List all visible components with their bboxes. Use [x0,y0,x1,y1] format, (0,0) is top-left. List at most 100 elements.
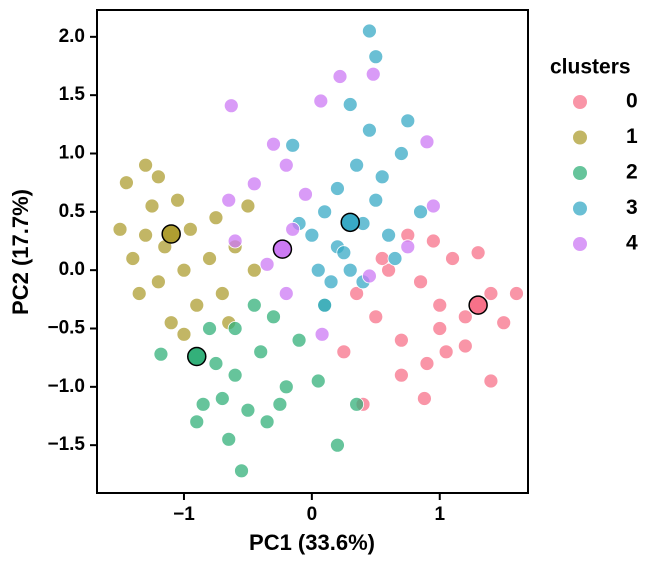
point [285,137,301,153]
point [150,169,166,185]
point [483,373,499,389]
point [163,315,179,331]
point [227,367,243,383]
point [509,286,524,301]
point [313,93,329,109]
y-tick-label: −1.5 [47,434,85,455]
point [202,321,217,336]
y-tick-label: −0.5 [47,318,85,339]
point [432,297,448,313]
point [330,181,345,196]
point [227,233,243,249]
point [317,204,333,220]
point [189,414,205,430]
point [349,286,365,301]
point [278,379,294,395]
legend-title: clusters [550,56,631,79]
point [368,49,384,65]
point [170,192,185,208]
point [246,262,262,278]
x-axis-label: PC1 (33.6%) [249,530,375,555]
legend-marker [573,130,587,145]
point [400,239,416,255]
x-tick-label: 0 [307,504,318,525]
centroid [187,346,207,367]
point [349,396,365,412]
point [272,396,288,412]
point [330,437,345,453]
point [323,274,339,290]
point [374,169,390,185]
legend-marker [573,201,587,216]
point [393,146,409,161]
point [310,373,326,389]
point [208,356,224,371]
point [368,192,384,208]
centroid [161,224,181,244]
point [112,221,128,237]
point [368,309,384,325]
point [246,176,262,192]
point [150,274,166,290]
y-tick-label: −1.0 [47,376,85,397]
point [314,326,330,342]
point [153,346,169,362]
point [227,321,243,336]
y-axis-label: PC2 (17.7%) [8,189,33,315]
y-tick-label: 1.5 [59,84,86,105]
point [208,210,224,226]
point [365,66,381,82]
point [419,356,435,371]
point [349,157,365,173]
point [400,113,416,129]
point [144,198,160,214]
point [342,262,358,278]
point [457,309,473,325]
point [131,286,147,301]
legend-label: 3 [626,196,638,219]
y-tick-label: 1.0 [59,143,85,164]
centroid [272,239,293,259]
point [176,262,192,278]
y-tick-label: 0.5 [59,201,86,222]
point [425,233,441,249]
point [223,98,239,114]
point [362,122,377,138]
point [221,431,237,447]
plot-frame [96,9,529,494]
point [470,245,486,261]
point [240,402,256,418]
point [457,338,473,354]
point [374,251,390,266]
centroid [468,295,488,315]
point [189,297,205,313]
point [417,391,432,406]
point [342,97,358,112]
point [138,227,153,243]
y-tick-label: 0.0 [59,259,85,280]
point [214,286,230,301]
point [425,198,441,214]
point [259,414,275,430]
point [240,198,256,214]
legend-label: 1 [626,125,638,148]
point [336,344,352,360]
x-tick-label: 1 [434,504,445,525]
point [483,286,499,301]
legend-label: 2 [626,161,638,184]
point [253,344,269,360]
point [432,321,448,336]
point [438,344,454,360]
y-tick-label: 2.0 [59,26,85,47]
point [496,315,512,331]
legend-marker [573,95,587,109]
point [381,262,396,278]
point [362,268,377,284]
point [259,256,275,272]
point [413,204,428,220]
legend-marker [573,166,587,180]
point [285,221,301,237]
point [234,463,249,479]
legend-label: 0 [626,90,638,113]
x-tick-label: −1 [173,504,195,525]
